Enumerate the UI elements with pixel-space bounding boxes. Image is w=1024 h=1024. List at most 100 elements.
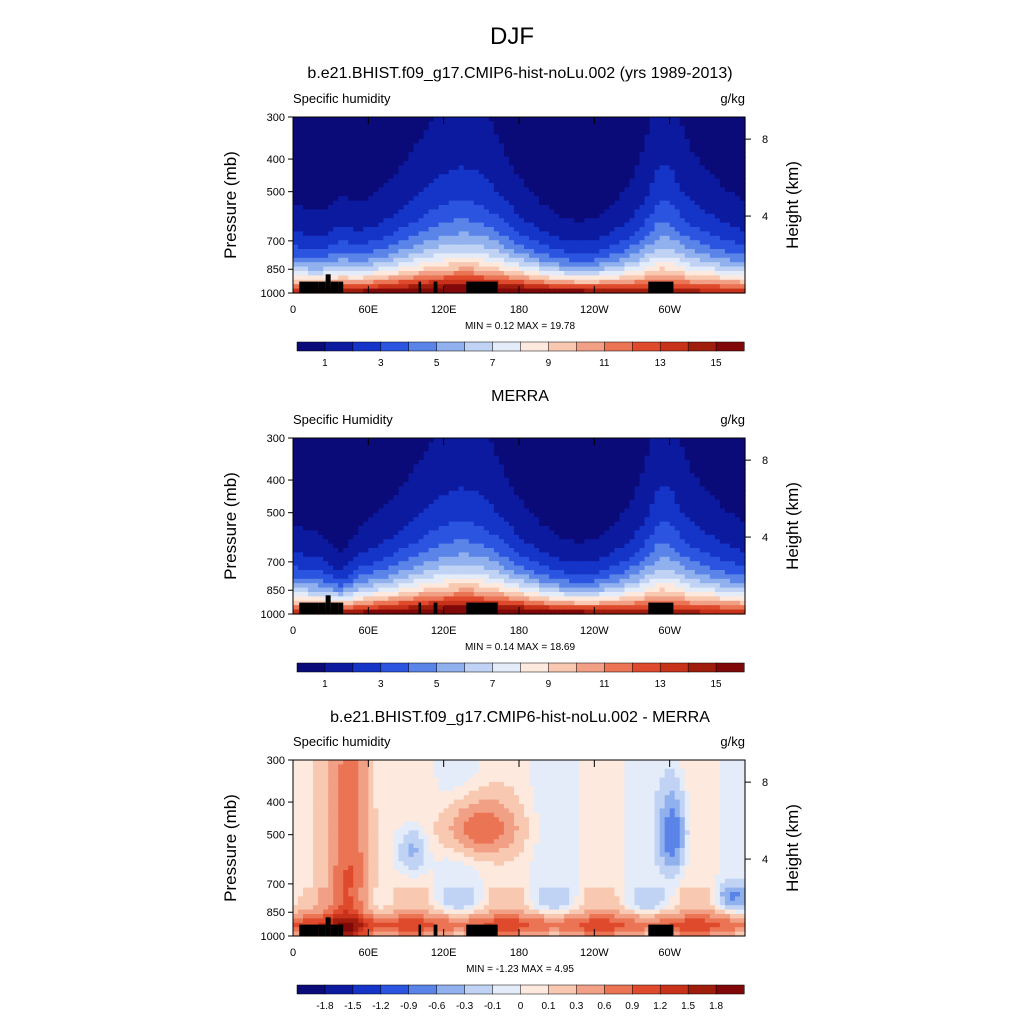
colorbar-swatch xyxy=(436,662,466,673)
topography-block xyxy=(330,281,339,293)
colorbar-swatch xyxy=(380,341,410,352)
colorbar-swatch xyxy=(408,341,438,352)
colorbar-label: -0.3 xyxy=(456,1001,474,1012)
x-tick-label: 180 xyxy=(510,625,528,637)
topography-block xyxy=(648,602,674,614)
colorbar-swatch xyxy=(352,341,382,352)
y-tick-label: 1000 xyxy=(261,288,285,300)
y-tick-label: 1000 xyxy=(261,609,285,621)
colorbar-label: 13 xyxy=(655,358,667,369)
x-tick-label: 0 xyxy=(290,947,296,959)
topography-block xyxy=(418,602,422,614)
colorbar-swatch xyxy=(296,984,326,995)
panel-title: b.e21.BHIST.f09_g17.CMIP6-hist-noLu.002 … xyxy=(330,709,710,726)
x-tick-label: 120W xyxy=(580,304,609,316)
colorbar-swatch xyxy=(659,341,689,352)
colorbar-swatch xyxy=(352,984,382,995)
topography-block xyxy=(299,924,319,936)
colorbar-label: 5 xyxy=(434,679,440,690)
min-max-label: MIN = -1.23 MAX = 4.95 xyxy=(466,964,574,975)
min-max-label: MIN = 0.14 MAX = 18.69 xyxy=(465,642,575,653)
variable-label: Specific Humidity xyxy=(293,412,393,427)
colorbar-label: 0.6 xyxy=(597,1001,611,1012)
variable-label: Specific humidity xyxy=(293,91,391,106)
topography-block xyxy=(330,924,339,936)
colorbar-swatch xyxy=(604,341,633,352)
height-tick-label: 4 xyxy=(762,211,768,223)
topography-mask xyxy=(299,595,674,614)
colorbar-swatch xyxy=(632,341,661,352)
topography-block xyxy=(318,924,326,936)
colorbar-label: 9 xyxy=(546,358,552,369)
colorbar-label: 1.2 xyxy=(653,1001,667,1012)
x-tick-label: 120E xyxy=(431,947,457,959)
colorbar-swatch xyxy=(687,662,717,673)
height-tick-label: 8 xyxy=(762,134,768,146)
colorbar-label: 11 xyxy=(599,358,610,369)
y-tick-label: 300 xyxy=(267,755,285,767)
topography-block xyxy=(330,602,339,614)
topography-block xyxy=(299,281,319,293)
height-tick-label: 4 xyxy=(762,854,768,866)
units-label: g/kg xyxy=(720,412,745,427)
colorbar-swatch xyxy=(324,341,354,352)
min-max-label: MIN = 0.12 MAX = 19.78 xyxy=(465,321,575,332)
colorbar-label: -1.2 xyxy=(372,1001,390,1012)
topography-block xyxy=(648,924,674,936)
y-tick-label: 850 xyxy=(267,264,285,276)
topography-block xyxy=(466,281,498,293)
contour-field xyxy=(293,117,746,294)
colorbar-label: 0 xyxy=(518,1001,524,1012)
colorbar-swatch xyxy=(715,984,745,995)
height-axis-label: Height (km) xyxy=(783,482,802,570)
y-tick-label: 700 xyxy=(267,879,285,891)
colorbar-swatch xyxy=(352,662,382,673)
colorbar-swatch xyxy=(408,662,438,673)
x-tick-label: 60E xyxy=(359,304,379,316)
colorbar-swatch xyxy=(687,341,717,352)
colorbar-swatch xyxy=(296,662,326,673)
colorbar-swatch xyxy=(576,341,605,352)
main-title: DJF xyxy=(490,23,534,50)
x-tick-label: 60E xyxy=(359,947,379,959)
colorbar-label: 9 xyxy=(546,679,552,690)
colorbar-swatch xyxy=(324,984,354,995)
colorbar-swatch xyxy=(492,984,522,995)
colorbar-swatch xyxy=(464,984,494,995)
x-tick-label: 120E xyxy=(431,625,457,637)
colorbar-swatch xyxy=(436,341,466,352)
colorbar-swatch xyxy=(715,341,745,352)
topography-mask xyxy=(299,274,674,293)
topography-block xyxy=(338,602,344,614)
colorbar-label: 11 xyxy=(599,679,610,690)
y-tick-label: 400 xyxy=(267,797,285,809)
y-tick-label: 400 xyxy=(267,154,285,166)
colorbar-swatch xyxy=(492,341,522,352)
y-tick-label: 400 xyxy=(267,475,285,487)
colorbar-label: -0.6 xyxy=(428,1001,446,1012)
x-tick-label: 0 xyxy=(290,625,296,637)
topography-block xyxy=(318,281,326,293)
panel-2: MERRA Specific Humidity g/kg 0 60E 120E 180 120… xyxy=(221,388,802,690)
x-tick-label: 120W xyxy=(580,625,609,637)
topography-block xyxy=(418,281,422,293)
x-tick-label: 180 xyxy=(510,947,528,959)
colorbar-swatch xyxy=(324,662,354,673)
colorbar-label: -1.5 xyxy=(344,1001,362,1012)
topography-block xyxy=(318,602,326,614)
y-tick-label: 700 xyxy=(267,557,285,569)
colorbar-swatch xyxy=(520,341,549,352)
contour-field xyxy=(293,760,746,937)
colorbar-swatch xyxy=(436,984,466,995)
colorbar-swatch xyxy=(520,984,549,995)
y-tick-label: 300 xyxy=(267,433,285,445)
colorbar-label: 7 xyxy=(490,679,496,690)
colorbar-swatch xyxy=(715,662,745,673)
colorbar-swatch xyxy=(548,984,577,995)
colorbar: -1.8 -1.5 -1.2 -0.9 -0.6 -0.3 -0.1 0 0.1 0.3 0.6 0.… xyxy=(296,984,745,1012)
x-tick-label: 60W xyxy=(658,947,681,959)
y-tick-label: 500 xyxy=(267,187,285,199)
units-label: g/kg xyxy=(720,734,745,749)
colorbar-swatch xyxy=(464,662,494,673)
